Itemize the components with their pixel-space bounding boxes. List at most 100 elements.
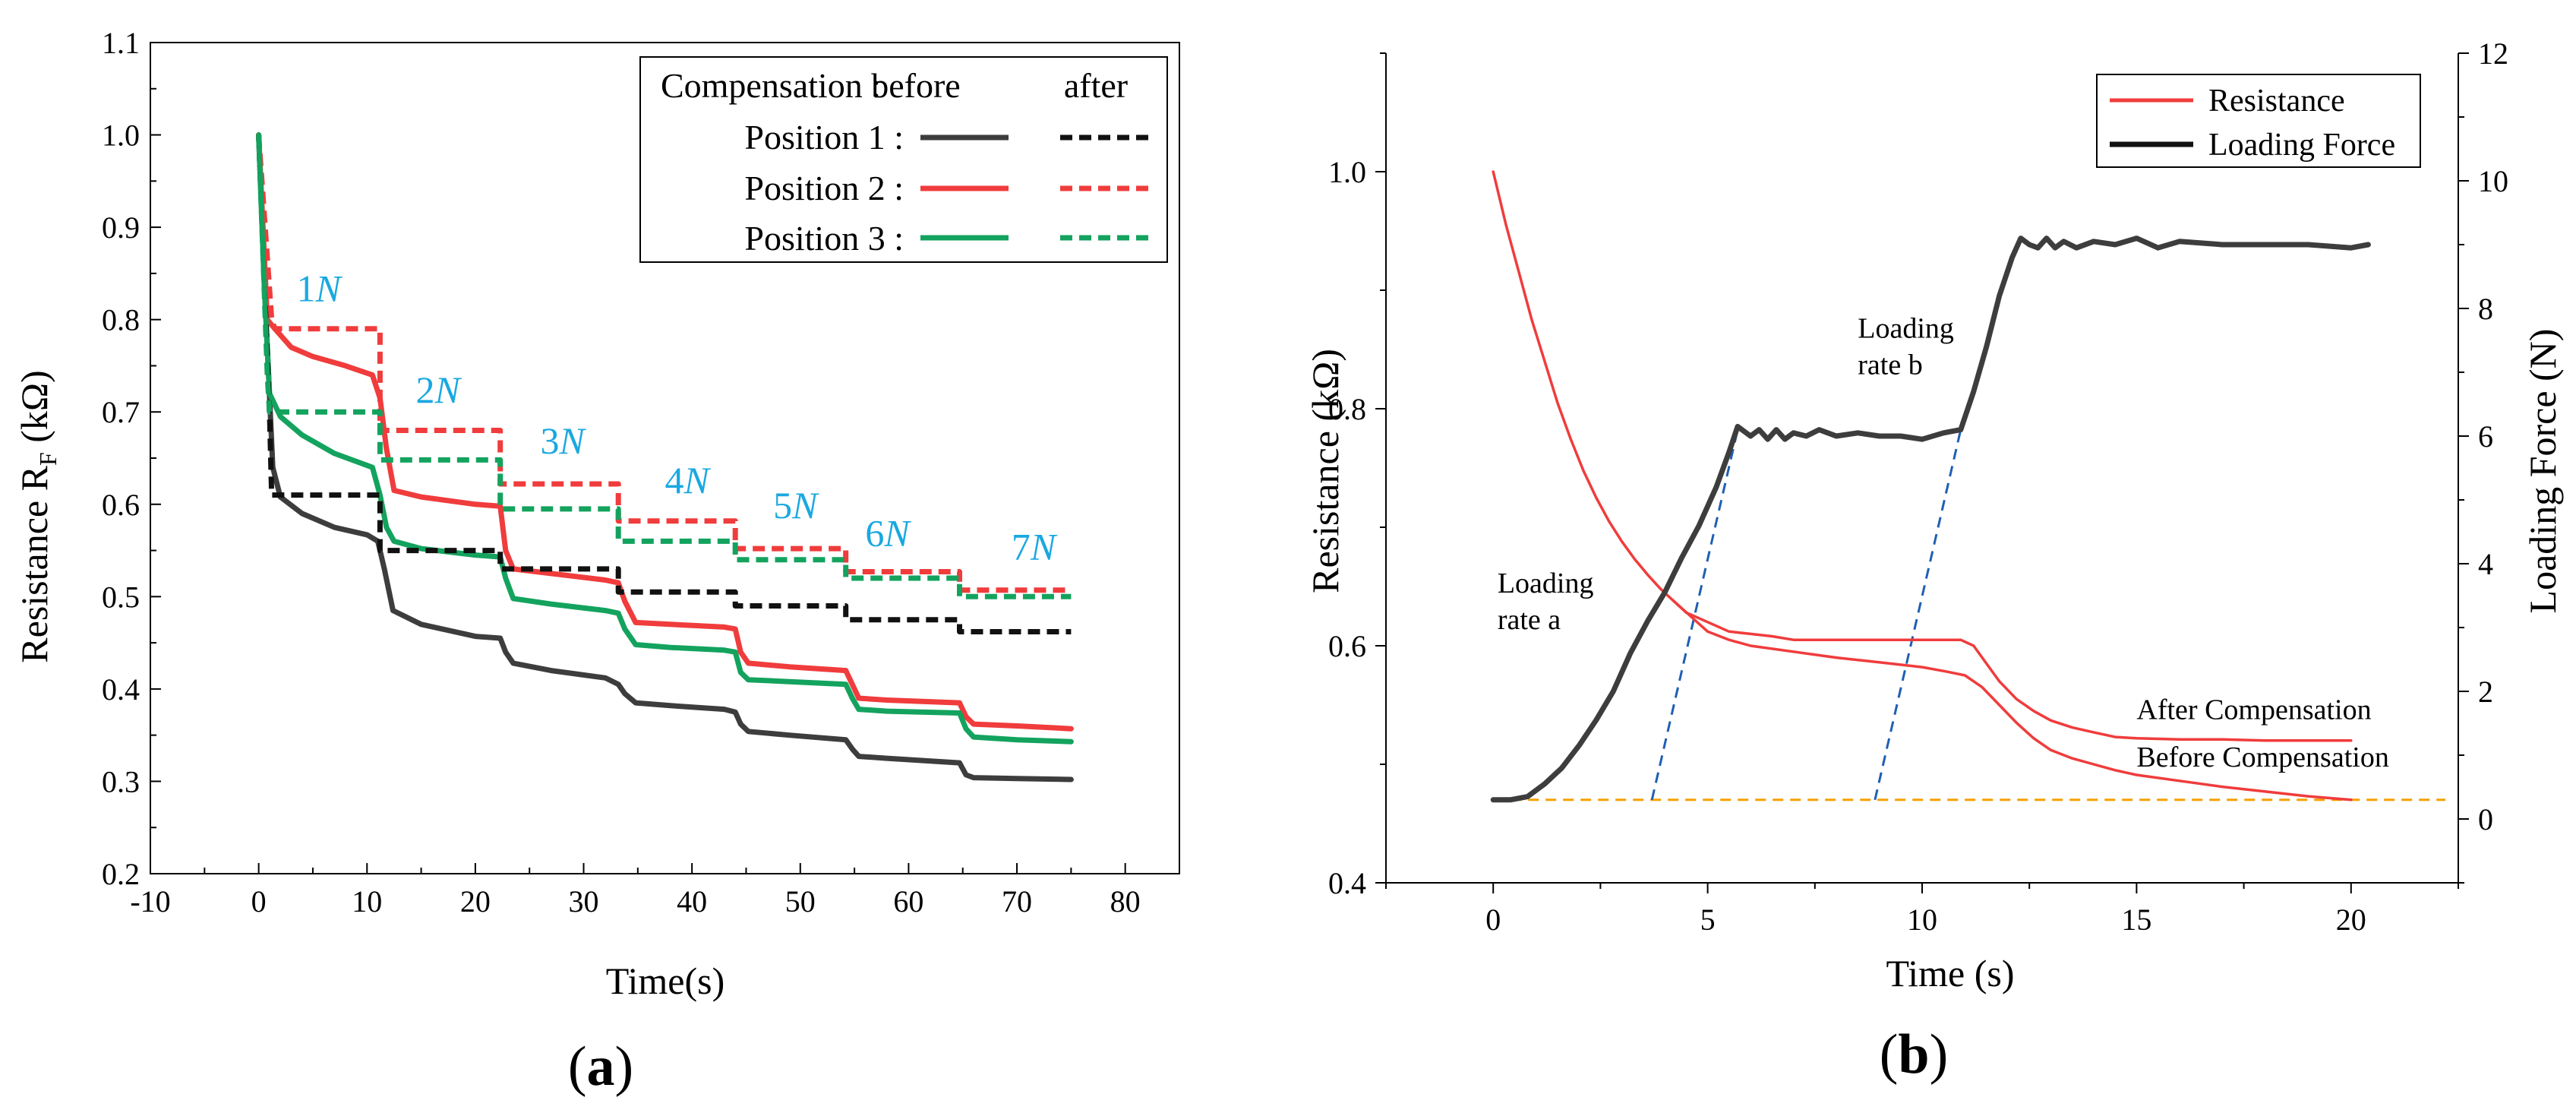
panel-a-legend-row-3-label: Position 3 :	[744, 219, 904, 258]
panel-b-legend: Resistance Loading Force	[2096, 74, 2421, 168]
panel-a-x-tick-label: 30	[569, 884, 599, 919]
panel-a-series-position-2-before	[256, 132, 1074, 732]
panel-a-force-label: 1N	[297, 267, 343, 309]
panel-b-x-tick-label: 0	[1485, 903, 1501, 937]
panel-a-legend-header: Compensation :	[661, 66, 881, 105]
panel-a-y-label-text: Resistance R	[13, 465, 55, 662]
panel-b-y-tick-label: 1.0	[1328, 155, 1366, 189]
panel-b-annotation-line: Before Compensation	[2136, 741, 2388, 773]
panel-a-x-tick-label: 50	[785, 884, 816, 919]
panel-a-series	[256, 132, 1074, 783]
panel-b-y2-tick-label: 10	[2478, 164, 2508, 198]
panel-b-annotation-line: Loading	[1858, 312, 1954, 344]
panel-a-force-unit: N	[1030, 526, 1058, 568]
panel-a-series-position-1-before	[256, 132, 1074, 783]
panel-a-x-tick-label: 0	[251, 884, 267, 919]
panel-a-force-unit: N	[315, 267, 343, 309]
panel-a-force-unit: N	[683, 459, 712, 501]
panel-b-annotation-line: After Compensation	[2136, 694, 2371, 726]
panel-a-y-tick-label: 0.4	[102, 672, 140, 707]
panel-a-x-tick-label: 40	[677, 884, 707, 919]
panel-b-loading-rate-line-2	[1874, 429, 1962, 801]
panel-a-force-unit: N	[558, 419, 586, 462]
panel-b-legend-label-loading-force: Loading Force	[2208, 128, 2395, 163]
panel-a-caption: (a)	[568, 1036, 633, 1098]
panel-a-x-tick-label: -10	[130, 884, 170, 919]
panel-a-force-unit: N	[791, 484, 819, 526]
panel-a-y-axis-label: Resistance RF (kΩ)	[13, 370, 62, 662]
panel-a-x-axis-label: Time(s)	[606, 960, 725, 1002]
panel-b: 0 5 10 15 20 0.4 0.6 0.8 1.0 0 2 4 6 8 10 12 Loading rat…	[1304, 36, 2564, 1086]
panel-b-y2-tick-label: 2	[2478, 675, 2493, 709]
panel-b-annotation: Before Compensation	[2136, 741, 2388, 773]
panel-a-force-label: 6N	[865, 511, 911, 554]
panel-a-x-tick-label: 80	[1110, 884, 1141, 919]
panel-a-force-number: 6	[865, 511, 884, 554]
panel-a-force-label: 7N	[1012, 526, 1058, 568]
panel-b-y2-tick-label: 0	[2478, 802, 2493, 836]
panel-a-caption-close: )	[615, 1036, 634, 1098]
panel-b-caption: (b)	[1880, 1023, 1948, 1086]
panel-a-force-unit: N	[434, 368, 462, 411]
panel-a-legend-col-before: before	[871, 66, 960, 105]
panel-a-legend-col-after: after	[1064, 66, 1128, 105]
panel-a-caption-letter: a	[587, 1036, 615, 1098]
panel-a-force-label: 2N	[415, 368, 462, 411]
panel-b-y-tick-label: 0.4	[1328, 866, 1366, 900]
panel-a-y-tick-label: 0.9	[102, 210, 140, 245]
panel-b-legend-box	[2096, 74, 2421, 168]
panel-b-x-tick-label: 10	[1907, 903, 1937, 937]
panel-a-force-number: 2	[415, 368, 434, 411]
panel-a-legend-box	[639, 56, 1168, 263]
panel-b-annotation-line: rate b	[1858, 349, 1922, 381]
panel-a-x-tick-label: 60	[893, 884, 923, 919]
panel-a-force-number: 3	[540, 419, 559, 462]
panel-b-series-resistance-before-compensation	[1672, 599, 2353, 802]
panel-b-annotation-line: Loading	[1498, 568, 1594, 599]
panel-a-axes: -10 0 10 20 30 40 50 60 70 80 0.2 0.3 0.4 0.5 0.6 0.7 0.…	[102, 26, 1180, 919]
panel-a-x-tick-label: 10	[352, 884, 382, 919]
panel-a-series-position-3-before	[256, 132, 1074, 745]
panel-b-y-axis-label: Resistance (kΩ)	[1304, 349, 1346, 593]
panel-b-y2-axis-label: Loading Force (N)	[2521, 329, 2564, 614]
panel-b-axes: 0 5 10 15 20 0.4 0.6 0.8 1.0 0 2 4 6 8 10 12	[1328, 36, 2508, 937]
panel-a-force-number: 1	[297, 267, 316, 309]
panel-a-series-position-2-after	[256, 134, 1072, 593]
panel-b-y-tick-label: 0.6	[1328, 629, 1366, 663]
panel-a-y-tick-label: 0.7	[102, 395, 140, 429]
panel-a-force-number: 7	[1012, 526, 1031, 568]
panel-b-x-tick-label: 5	[1700, 903, 1716, 937]
panel-a-y-tick-label: 0.2	[102, 857, 140, 891]
panel-a-y-tick-label: 1.1	[102, 26, 140, 60]
panel-b-annotation: After Compensation	[2136, 694, 2371, 726]
panel-b-annotation: Loading rate b	[1858, 312, 1954, 381]
panel-b-annotation: Loading rate a	[1498, 568, 1594, 636]
panel-a-x-tick-label: 70	[1002, 884, 1032, 919]
panel-a-x-tick-label: 20	[460, 884, 491, 919]
panel-b-series	[1490, 170, 2446, 803]
panel-b-x-axis-label: Time (s)	[1886, 952, 2014, 994]
panel-b-caption-open: (	[1880, 1023, 1899, 1086]
panel-a-force-number: 4	[665, 459, 684, 501]
panel-b-annotations: Loading rate a Loading rate b After Compensa…	[1498, 312, 2389, 773]
panel-b-caption-close: )	[1930, 1023, 1949, 1086]
panel-b-y2-tick-label: 6	[2478, 419, 2493, 454]
panel-a-caption-open: (	[568, 1036, 587, 1098]
panel-a-y-tick-label: 1.0	[102, 119, 140, 153]
panel-a-force-label: 4N	[665, 459, 712, 501]
panel-a-y-label-unit: (kΩ)	[13, 370, 55, 452]
panel-a-y-tick-label: 0.5	[102, 580, 140, 614]
panel-a-force-label: 5N	[773, 484, 819, 526]
panel-a-y-tick-label: 0.8	[102, 303, 140, 337]
panel-b-x-tick-label: 20	[2336, 903, 2366, 937]
panel-a: -10 0 10 20 30 40 50 60 70 80 0.2 0.3 0.4 0.5 0.6 0.7 0.…	[13, 26, 1180, 1098]
panel-b-series-resistance-after-compensation-plateau	[1959, 638, 2353, 742]
panel-a-legend-row-2-label: Position 2 :	[744, 169, 904, 207]
panel-b-y-tick-label: 0.8	[1328, 392, 1366, 426]
panel-a-legend-row-1-label: Position 1 :	[744, 118, 904, 157]
panel-a-force-label: 3N	[540, 419, 586, 462]
panel-b-legend-label-resistance: Resistance	[2208, 84, 2345, 119]
panel-b-x-tick-label: 15	[2121, 903, 2151, 937]
